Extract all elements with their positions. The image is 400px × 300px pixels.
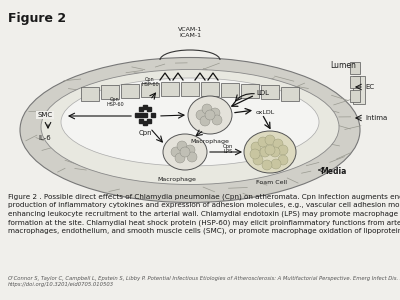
FancyBboxPatch shape <box>353 76 365 104</box>
Circle shape <box>251 142 261 152</box>
FancyBboxPatch shape <box>350 90 360 102</box>
Circle shape <box>270 147 280 157</box>
Ellipse shape <box>163 134 207 170</box>
Circle shape <box>265 135 275 145</box>
FancyBboxPatch shape <box>201 82 219 96</box>
Text: O'Connor S, Taylor C, Campbell L, Epstein S, Libby P. Potential Infectious Etiol: O'Connor S, Taylor C, Campbell L, Epstei… <box>8 276 400 287</box>
Text: Media: Media <box>320 167 346 176</box>
Circle shape <box>210 108 220 118</box>
Text: oxLDL: oxLDL <box>256 110 275 115</box>
Circle shape <box>177 141 187 151</box>
FancyBboxPatch shape <box>241 84 259 98</box>
FancyBboxPatch shape <box>121 84 139 98</box>
Ellipse shape <box>20 58 360 202</box>
Text: EC: EC <box>365 84 374 90</box>
FancyBboxPatch shape <box>281 87 299 101</box>
Text: Macrophage: Macrophage <box>190 139 230 143</box>
Text: VCAM-1
ICAM-1: VCAM-1 ICAM-1 <box>178 27 202 38</box>
FancyBboxPatch shape <box>141 83 159 97</box>
Text: SMC: SMC <box>38 112 52 118</box>
Text: Figure 2: Figure 2 <box>8 12 66 25</box>
Text: Foam Cell: Foam Cell <box>256 179 288 184</box>
Text: Cpn
HSP-60: Cpn HSP-60 <box>106 97 124 107</box>
Text: IL-6: IL-6 <box>39 135 51 141</box>
Text: LDL: LDL <box>256 90 269 96</box>
Text: Cpn
HSP-60: Cpn HSP-60 <box>141 77 159 87</box>
FancyBboxPatch shape <box>350 62 360 74</box>
Circle shape <box>258 137 268 147</box>
Ellipse shape <box>41 70 339 184</box>
Circle shape <box>273 139 283 149</box>
Circle shape <box>205 110 215 120</box>
FancyBboxPatch shape <box>101 85 119 99</box>
Circle shape <box>187 152 197 162</box>
Circle shape <box>278 145 288 155</box>
Circle shape <box>212 115 222 125</box>
Circle shape <box>271 159 281 169</box>
Text: Intima: Intima <box>365 115 387 121</box>
FancyBboxPatch shape <box>181 82 199 96</box>
Circle shape <box>200 116 210 126</box>
FancyBboxPatch shape <box>161 82 179 96</box>
Text: Figure 2 . Possible direct effects of Chlamydia pneumoniae (Cpn) on atheromata. : Figure 2 . Possible direct effects of Ch… <box>8 193 400 235</box>
Circle shape <box>262 160 272 170</box>
Circle shape <box>185 145 195 155</box>
Ellipse shape <box>188 96 232 134</box>
FancyBboxPatch shape <box>81 87 99 101</box>
Circle shape <box>265 145 275 155</box>
Ellipse shape <box>61 78 319 166</box>
Text: Cpn: Cpn <box>138 130 152 136</box>
Text: Macrophage: Macrophage <box>158 176 196 181</box>
Text: Cpn
LPS: Cpn LPS <box>223 144 233 154</box>
Circle shape <box>175 153 185 163</box>
Circle shape <box>278 155 288 165</box>
FancyBboxPatch shape <box>350 76 360 88</box>
FancyBboxPatch shape <box>221 83 239 97</box>
Circle shape <box>250 149 260 159</box>
Circle shape <box>171 147 181 157</box>
Circle shape <box>202 104 212 114</box>
Circle shape <box>260 147 270 157</box>
Text: Lumen: Lumen <box>330 61 356 70</box>
Circle shape <box>180 147 190 157</box>
FancyBboxPatch shape <box>261 85 279 99</box>
Circle shape <box>253 155 263 165</box>
Ellipse shape <box>244 131 296 173</box>
Circle shape <box>196 110 206 120</box>
